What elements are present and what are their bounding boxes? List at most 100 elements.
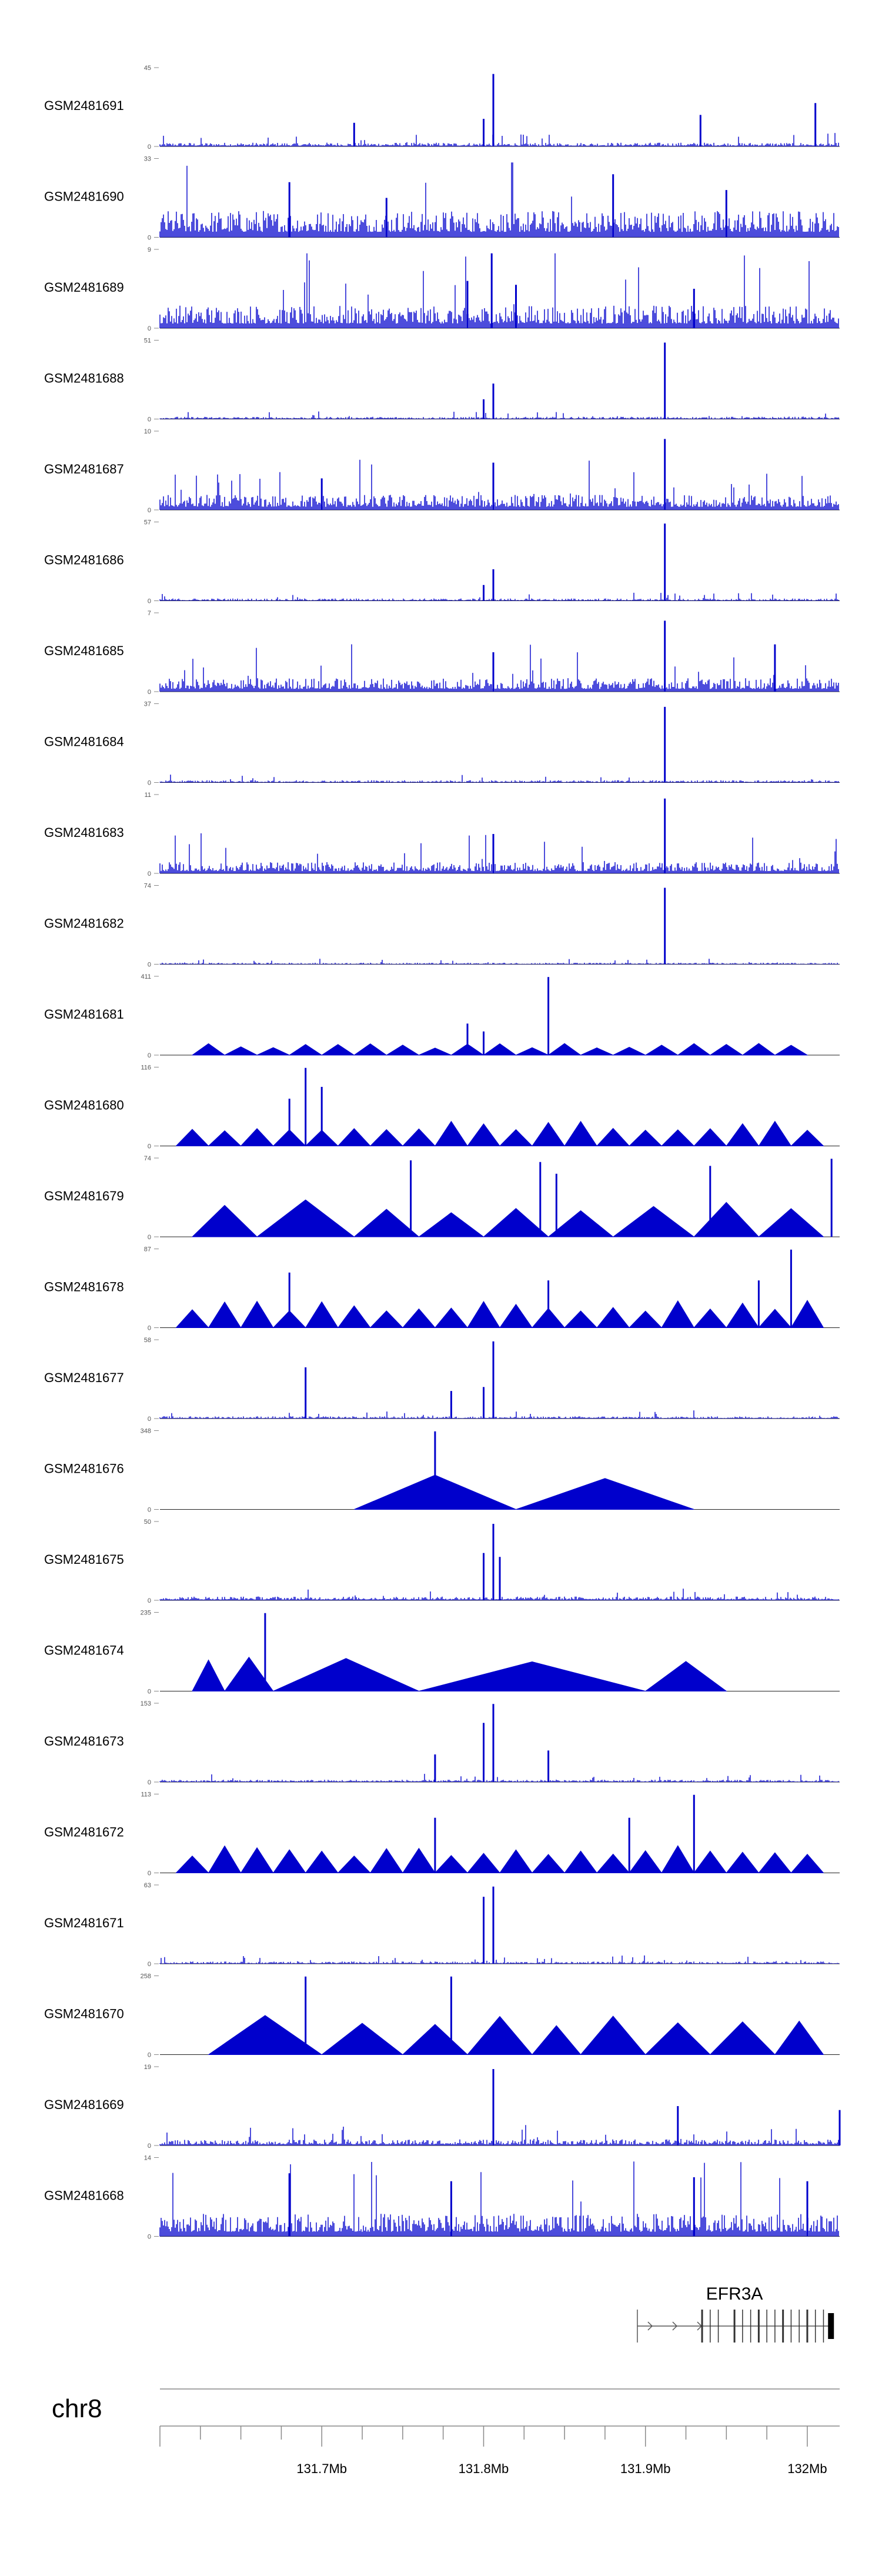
track-label: GSM2481691 xyxy=(44,98,124,113)
track-label: GSM2481668 xyxy=(44,2188,124,2203)
track-label: GSM2481679 xyxy=(44,1189,124,1203)
track-ymin-label: 0 xyxy=(148,689,151,696)
track-ymin-label: 0 xyxy=(148,2052,151,2059)
coverage-area xyxy=(175,1845,824,1874)
track-ymin-label: 0 xyxy=(148,1507,151,1514)
track-ymax-label: 58 xyxy=(144,1337,151,1344)
track-ymax-label: 14 xyxy=(144,2155,151,2162)
coverage-area xyxy=(207,2015,824,2056)
track-ymin-label: 0 xyxy=(148,2234,151,2241)
track-label: GSM2481686 xyxy=(44,553,124,568)
track-ymax-label: 7 xyxy=(148,610,151,617)
track-label: GSM2481674 xyxy=(44,1643,124,1658)
track-ymax-label: 235 xyxy=(141,1610,151,1617)
coverage-area xyxy=(175,1300,824,1329)
track-label: GSM2481675 xyxy=(44,1552,124,1567)
track-ymin-label: 0 xyxy=(148,2143,151,2150)
track-ymin-label: 0 xyxy=(148,962,151,969)
track-label: GSM2481672 xyxy=(44,1825,124,1840)
track-label: GSM2481682 xyxy=(44,916,124,931)
track-ymin-label: 0 xyxy=(148,1234,151,1241)
coverage-bars xyxy=(159,1589,839,1600)
track-label: GSM2481676 xyxy=(44,1461,124,1476)
track-label: GSM2481680 xyxy=(44,1098,124,1113)
track-ymax-label: 74 xyxy=(144,1155,151,1162)
coverage-bars xyxy=(159,959,839,965)
coverage-area xyxy=(175,1120,824,1147)
track-ymax-label: 33 xyxy=(144,156,151,163)
track-ymax-label: 348 xyxy=(141,1428,151,1435)
track-label: GSM2481690 xyxy=(44,189,124,204)
track-ymax-label: 153 xyxy=(141,1700,151,1707)
coverage-bars xyxy=(159,2161,839,2237)
track-label: GSM2481688 xyxy=(44,371,124,386)
track-ymax-label: 74 xyxy=(144,883,151,890)
track-ymin-label: 0 xyxy=(148,1961,151,1968)
track-ymin-label: 0 xyxy=(148,144,151,151)
coverage-area xyxy=(191,1043,808,1056)
coverage-bars xyxy=(159,2125,839,2145)
coverage-bars xyxy=(159,253,839,328)
coverage-bars xyxy=(159,133,839,146)
track-ymax-label: 116 xyxy=(141,1065,151,1072)
coverage-bars xyxy=(159,1955,839,1964)
track-label: GSM2481681 xyxy=(44,1007,124,1022)
track-ymax-label: 9 xyxy=(148,246,151,253)
track-label: GSM2481678 xyxy=(44,1280,124,1294)
track-ymax-label: 19 xyxy=(144,2064,151,2071)
track-label: GSM2481673 xyxy=(44,1734,124,1749)
track-label: GSM2481683 xyxy=(44,825,124,840)
axis-tick-label: 131.7Mb xyxy=(296,2461,347,2476)
track-ymin-label: 0 xyxy=(148,1416,151,1423)
track-ymin-label: 0 xyxy=(148,1143,151,1150)
track-ymin-label: 0 xyxy=(148,325,151,332)
axis-tick-label: 131.8Mb xyxy=(459,2461,509,2476)
track-ymin-label: 0 xyxy=(148,1870,151,1877)
track-ymax-label: 87 xyxy=(144,1246,151,1253)
coverage-bars xyxy=(159,459,839,510)
coverage-bars xyxy=(159,592,839,601)
coverage-area xyxy=(191,1199,824,1237)
chromosome-label: chr8 xyxy=(52,2394,102,2423)
track-ymin-label: 0 xyxy=(148,1779,151,1786)
track-ymax-label: 11 xyxy=(145,792,151,799)
track-ymin-label: 0 xyxy=(148,1689,151,1696)
coverage-area xyxy=(354,1474,694,1510)
track-ymax-label: 57 xyxy=(144,519,151,526)
gene-strand-arrow xyxy=(672,2321,678,2331)
coverage-bars xyxy=(159,644,839,692)
track-ymin-label: 0 xyxy=(148,507,151,514)
track-ymax-label: 411 xyxy=(141,973,151,980)
track-ymin-label: 0 xyxy=(148,598,151,605)
coverage-bars xyxy=(159,775,839,783)
track-label: GSM2481685 xyxy=(44,643,124,658)
track-label: GSM2481684 xyxy=(44,735,124,749)
coverage-bars xyxy=(159,833,839,873)
track-ymax-label: 10 xyxy=(144,428,151,435)
gene-utr-block xyxy=(828,2313,834,2339)
coverage-bars xyxy=(159,162,839,238)
track-ymin-label: 0 xyxy=(148,1052,151,1059)
track-label: GSM2481687 xyxy=(44,462,124,476)
coverage-bars xyxy=(159,411,839,419)
track-label: GSM2481669 xyxy=(44,2097,124,2112)
track-label: GSM2481677 xyxy=(44,1370,124,1385)
track-ymax-label: 63 xyxy=(144,1882,151,1889)
gene-strand-arrow xyxy=(647,2321,653,2331)
track-ymax-label: 45 xyxy=(144,65,151,72)
track-ymax-label: 51 xyxy=(144,338,151,345)
coverage-bars xyxy=(159,1774,839,1782)
coverage-bars xyxy=(159,1410,839,1419)
track-ymin-label: 0 xyxy=(148,870,151,877)
axis-tick-label: 131.9Mb xyxy=(620,2461,671,2476)
track-ymin-label: 0 xyxy=(148,780,151,787)
gene-label: EFR3A xyxy=(706,2284,763,2304)
track-label: GSM2481670 xyxy=(44,2007,124,2021)
track-ymax-label: 258 xyxy=(141,1973,151,1980)
track-label: GSM2481671 xyxy=(44,1916,124,1930)
track-ymin-label: 0 xyxy=(148,1325,151,1332)
track-ymin-label: 0 xyxy=(148,235,151,242)
coverage-area xyxy=(192,1656,727,1692)
track-ymin-label: 0 xyxy=(148,1597,151,1604)
